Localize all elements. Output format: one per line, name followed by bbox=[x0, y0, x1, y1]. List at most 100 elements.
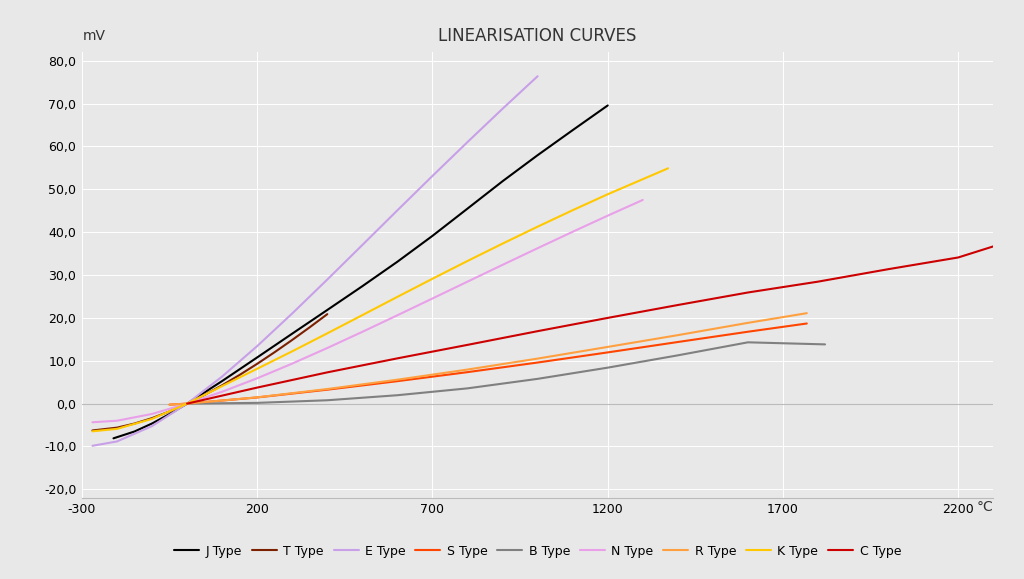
J Type bbox=[216, 378, 228, 384]
R Type bbox=[601, 343, 613, 350]
C Type bbox=[391, 355, 403, 362]
Line: E Type: E Type bbox=[92, 76, 538, 446]
Text: °C: °C bbox=[977, 500, 993, 514]
Legend: J Type, T Type, E Type, S Type, B Type, N Type, R Type, K Type, C Type: J Type, T Type, E Type, S Type, B Type, … bbox=[169, 540, 906, 563]
R Type bbox=[672, 332, 684, 339]
T Type bbox=[303, 324, 315, 331]
T Type bbox=[251, 360, 263, 367]
T Type bbox=[322, 311, 334, 318]
C Type bbox=[322, 369, 334, 376]
E Type bbox=[497, 105, 509, 112]
S Type bbox=[531, 359, 544, 366]
Line: J Type: J Type bbox=[114, 105, 607, 438]
J Type bbox=[497, 178, 509, 185]
E Type bbox=[111, 438, 123, 445]
C Type bbox=[601, 314, 613, 321]
C Type bbox=[992, 241, 1005, 248]
C Type bbox=[952, 254, 965, 261]
K Type bbox=[601, 191, 613, 198]
T Type bbox=[128, 420, 140, 427]
B Type bbox=[672, 352, 684, 359]
N Type bbox=[426, 295, 438, 302]
C Type bbox=[251, 384, 263, 391]
K Type bbox=[356, 312, 369, 318]
J Type bbox=[566, 127, 579, 134]
E Type bbox=[145, 423, 158, 430]
B Type bbox=[462, 385, 474, 392]
J Type bbox=[356, 283, 369, 290]
N Type bbox=[322, 345, 334, 351]
Text: mV: mV bbox=[83, 29, 105, 43]
C Type bbox=[812, 278, 824, 285]
T Type bbox=[145, 415, 158, 422]
Line: K Type: K Type bbox=[92, 168, 668, 431]
T Type bbox=[233, 371, 246, 378]
R Type bbox=[741, 320, 754, 327]
E Type bbox=[531, 73, 544, 80]
N Type bbox=[462, 278, 474, 285]
T Type bbox=[86, 427, 98, 434]
C Type bbox=[882, 266, 894, 273]
T Type bbox=[111, 424, 123, 431]
T Type bbox=[181, 400, 194, 407]
J Type bbox=[322, 306, 334, 313]
R Type bbox=[801, 310, 813, 317]
R Type bbox=[251, 394, 263, 401]
E Type bbox=[181, 400, 194, 407]
J Type bbox=[108, 435, 120, 442]
K Type bbox=[531, 223, 544, 230]
J Type bbox=[181, 400, 194, 407]
E Type bbox=[356, 241, 369, 248]
N Type bbox=[391, 312, 403, 318]
C Type bbox=[672, 302, 684, 309]
N Type bbox=[356, 328, 369, 335]
Line: C Type: C Type bbox=[187, 245, 998, 404]
K Type bbox=[426, 275, 438, 282]
C Type bbox=[462, 342, 474, 349]
Line: R Type: R Type bbox=[170, 313, 807, 405]
T Type bbox=[268, 349, 281, 356]
B Type bbox=[181, 400, 194, 407]
N Type bbox=[86, 419, 98, 426]
E Type bbox=[286, 310, 298, 317]
N Type bbox=[531, 245, 544, 252]
J Type bbox=[251, 354, 263, 361]
J Type bbox=[164, 411, 176, 417]
B Type bbox=[251, 400, 263, 406]
K Type bbox=[111, 426, 123, 433]
Title: LINEARISATION CURVES: LINEARISATION CURVES bbox=[438, 27, 637, 45]
N Type bbox=[111, 417, 123, 424]
S Type bbox=[741, 328, 754, 335]
B Type bbox=[391, 392, 403, 399]
B Type bbox=[531, 375, 544, 382]
J Type bbox=[391, 258, 403, 265]
N Type bbox=[637, 196, 649, 203]
E Type bbox=[86, 442, 98, 449]
B Type bbox=[322, 397, 334, 404]
E Type bbox=[426, 173, 438, 179]
E Type bbox=[251, 343, 263, 350]
E Type bbox=[216, 373, 228, 380]
N Type bbox=[251, 375, 263, 382]
S Type bbox=[164, 401, 176, 408]
J Type bbox=[286, 330, 298, 337]
K Type bbox=[86, 428, 98, 435]
R Type bbox=[391, 376, 403, 383]
B Type bbox=[741, 339, 754, 346]
R Type bbox=[322, 386, 334, 393]
K Type bbox=[145, 415, 158, 422]
N Type bbox=[145, 411, 158, 417]
N Type bbox=[216, 389, 228, 395]
T Type bbox=[199, 391, 211, 398]
J Type bbox=[531, 152, 544, 159]
C Type bbox=[741, 289, 754, 296]
T Type bbox=[164, 408, 176, 415]
N Type bbox=[601, 212, 613, 219]
N Type bbox=[497, 261, 509, 268]
S Type bbox=[801, 320, 813, 327]
K Type bbox=[251, 365, 263, 372]
S Type bbox=[601, 349, 613, 356]
N Type bbox=[286, 360, 298, 367]
S Type bbox=[181, 400, 194, 407]
J Type bbox=[128, 428, 140, 435]
